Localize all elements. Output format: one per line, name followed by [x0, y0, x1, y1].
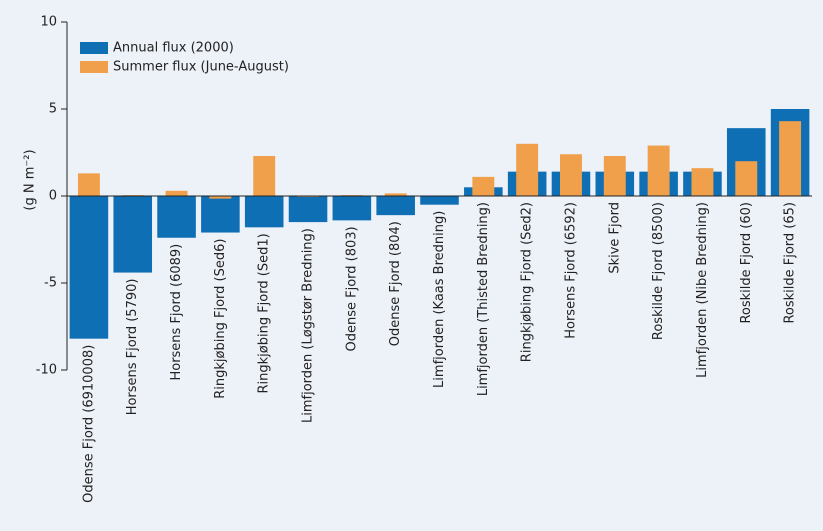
- bar: [647, 145, 670, 196]
- x-tick-label: Horsens Fjord (5790): [125, 279, 140, 416]
- bar: [516, 143, 539, 196]
- bar: [77, 173, 100, 196]
- legend-label: Annual flux (2000): [113, 41, 234, 56]
- bar: [157, 196, 196, 238]
- x-tick-label: Ringkjøbing Fjord (Sed1): [257, 233, 272, 393]
- bar: [735, 161, 758, 196]
- bar: [253, 155, 276, 196]
- bar: [165, 190, 188, 196]
- bar: [691, 168, 714, 196]
- y-tick-label: 10: [40, 15, 57, 30]
- bar: [603, 155, 626, 196]
- x-tick-label: Ringkjøbing Fjord (Sed2): [520, 202, 535, 362]
- bar: [420, 196, 459, 205]
- bar: [472, 176, 495, 196]
- bar: [332, 196, 372, 221]
- x-tick-label: Roskilde Fjord (65): [783, 202, 798, 324]
- x-tick-label: Horsens Fjord (6592): [563, 202, 578, 339]
- y-tick-label: 5: [49, 102, 57, 117]
- legend-label: Summer flux (June-August): [113, 60, 289, 75]
- x-tick-label: Limfjorden (Løgstør Bredning): [301, 228, 316, 423]
- bar: [288, 196, 328, 223]
- bar: [69, 196, 109, 339]
- bar: [201, 196, 240, 233]
- legend-swatch: [80, 42, 108, 54]
- bar: [113, 196, 153, 273]
- x-tick-label: Skive Fjord: [607, 202, 622, 274]
- bar: [376, 196, 415, 216]
- x-tick-label: Odense Fjord (803): [344, 226, 359, 351]
- bar: [384, 193, 407, 196]
- bar: [779, 121, 802, 196]
- x-tick-label: Roskilde Fjord (60): [739, 202, 754, 324]
- x-tick-label: Ringkjøbing Fjord (Sed6): [213, 239, 228, 399]
- bar: [560, 154, 582, 196]
- y-axis-label: (g N m⁻²): [23, 149, 38, 210]
- y-tick-label: -5: [44, 276, 57, 291]
- x-tick-label: Horsens Fjord (6089): [169, 244, 184, 381]
- y-tick-label: -10: [36, 363, 57, 378]
- x-tick-label: Odense Fjord (6910008): [81, 345, 96, 503]
- y-tick-label: 0: [49, 189, 57, 204]
- x-tick-label: Odense Fjord (804): [388, 221, 403, 346]
- legend-swatch: [80, 61, 108, 73]
- x-tick-label: Limfjorden (Thisted Bredning): [476, 202, 491, 396]
- x-tick-label: Roskilde Fjord (8500): [651, 202, 666, 340]
- x-tick-label: Limfjorden (Kaas Bredning): [432, 211, 447, 388]
- bar: [244, 196, 284, 228]
- bar: [209, 196, 232, 199]
- x-tick-label: Limfjorden (Nibe Bredning): [695, 202, 710, 378]
